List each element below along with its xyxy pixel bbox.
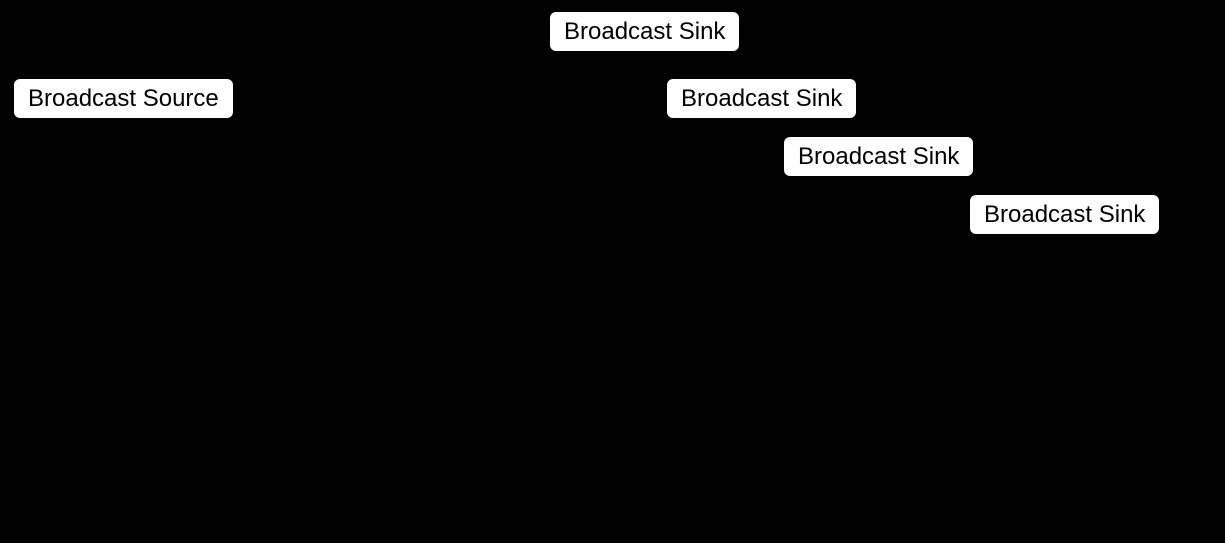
node-label: Broadcast Source [28,85,219,112]
node-sink2: Broadcast Sink [667,79,856,118]
node-source: Broadcast Source [14,79,233,118]
node-sink3: Broadcast Sink [784,137,973,176]
node-sink4: Broadcast Sink [970,195,1159,234]
node-label: Broadcast Sink [564,18,725,45]
node-label: Broadcast Sink [984,201,1145,228]
node-label: Broadcast Sink [681,85,842,112]
node-sink1: Broadcast Sink [550,12,739,51]
node-label: Broadcast Sink [798,143,959,170]
